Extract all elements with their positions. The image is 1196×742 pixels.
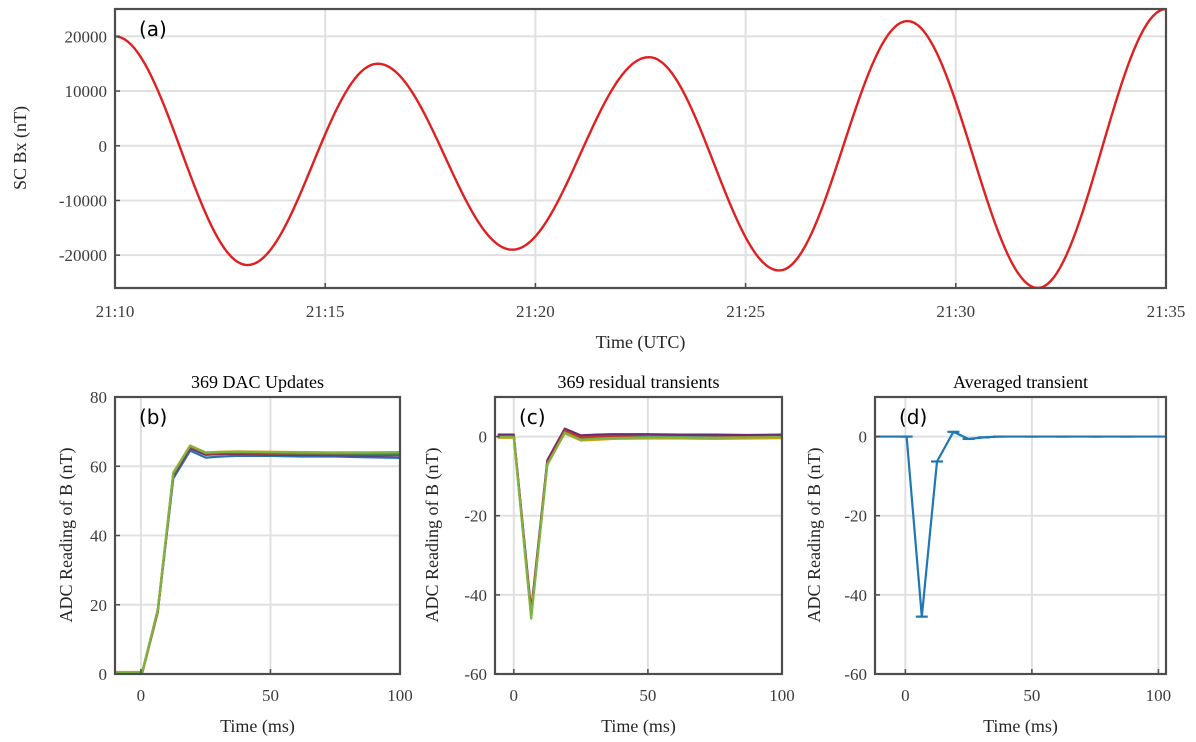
plot-area-a (115, 9, 1166, 288)
y-tick-label: -60 (464, 665, 487, 684)
y-tick-label: -40 (844, 586, 867, 605)
y-tick-label: 40 (90, 527, 107, 546)
y-tick-label: 0 (859, 428, 868, 447)
panel-label: (a) (139, 17, 167, 41)
series-line-b-3 (115, 445, 400, 674)
panel-c: 0 50 100 -60 -40 -20 0 Time (ms) ADC Reading of … (422, 372, 795, 737)
y-tick-label: 20 (90, 596, 107, 615)
plot-area-b (115, 444, 400, 674)
y-tick-label: -20 (464, 507, 487, 526)
y-tick-label: 0 (99, 665, 108, 684)
y-tick-label: -20 (844, 507, 867, 526)
series-line-a-0 (115, 9, 1166, 288)
x-axis-title: Time (ms) (983, 716, 1058, 737)
x-axis-title: Time (ms) (601, 716, 676, 737)
y-tick-label: -10000 (59, 191, 107, 210)
y-tick-label: 60 (90, 457, 107, 476)
panel-b: 0 50 100 0 20 40 60 80 Time (ms) ADC Reading of B… (56, 372, 413, 737)
plot-area-c (497, 427, 782, 620)
y-tick-label: 10000 (65, 82, 108, 101)
y-axis-title: ADC Reading of B (nT) (422, 448, 443, 623)
panel-d: 0 50 100 -60 -40 -20 0 Time (ms) ADC Reading of … (804, 372, 1171, 737)
panel-title: 369 residual transients (558, 372, 720, 392)
panel-title: Averaged transient (953, 372, 1088, 392)
panel-label: (c) (519, 405, 546, 429)
series-line-b-2 (115, 445, 400, 674)
x-tick-label: 100 (1146, 686, 1172, 705)
y-tick-label: -60 (844, 665, 867, 684)
x-tick-label: 0 (901, 686, 910, 705)
panel-title: 369 DAC Updates (191, 372, 324, 392)
series-line-c-4 (497, 431, 782, 620)
y-tick-label: 0 (479, 428, 488, 447)
x-tick-label: 50 (639, 686, 656, 705)
axes-frame-d (873, 395, 1168, 676)
y-tick-label: 80 (90, 388, 107, 407)
x-tick-label: 100 (387, 686, 413, 705)
axes-frame-c (493, 395, 784, 676)
series-line-b-4 (115, 444, 400, 674)
y-tick-label: -40 (464, 586, 487, 605)
x-tick-label: 21:30 (936, 302, 975, 321)
panel-label: (d) (899, 405, 927, 429)
x-tick-label: 0 (510, 686, 519, 705)
y-axis-title: SC Bx (nT) (10, 106, 31, 190)
x-tick-label: 0 (137, 686, 146, 705)
x-axis-title: Time (ms) (220, 716, 295, 737)
x-tick-label: 50 (262, 686, 279, 705)
y-axis-title: ADC Reading of B (nT) (804, 448, 825, 623)
x-tick-label: 100 (769, 686, 795, 705)
series-line-b-1 (115, 447, 400, 674)
x-tick-label: 21:35 (1147, 302, 1186, 321)
series-line-d-0 (875, 430, 1166, 618)
x-tick-label: 21:15 (306, 302, 345, 321)
y-tick-label: 20000 (65, 27, 108, 46)
series-line-b-0 (115, 449, 400, 674)
panel-a: 21:10 21:15 21:20 21:25 21:30 21:35 -20000 -100… (10, 7, 1186, 353)
y-tick-label: -20000 (59, 246, 107, 265)
x-tick-label: 21:25 (726, 302, 765, 321)
x-tick-label: 21:20 (516, 302, 555, 321)
x-tick-label: 21:10 (96, 302, 135, 321)
panel-label: (b) (139, 405, 167, 429)
y-tick-label: 0 (99, 137, 108, 156)
series-line-b-5 (115, 444, 400, 674)
x-tick-label: 50 (1023, 686, 1040, 705)
x-axis-title: Time (UTC) (596, 332, 686, 353)
y-axis-title: ADC Reading of B (nT) (56, 448, 77, 623)
axes-frame-a (113, 7, 1168, 290)
plot-area-d (875, 430, 1166, 618)
